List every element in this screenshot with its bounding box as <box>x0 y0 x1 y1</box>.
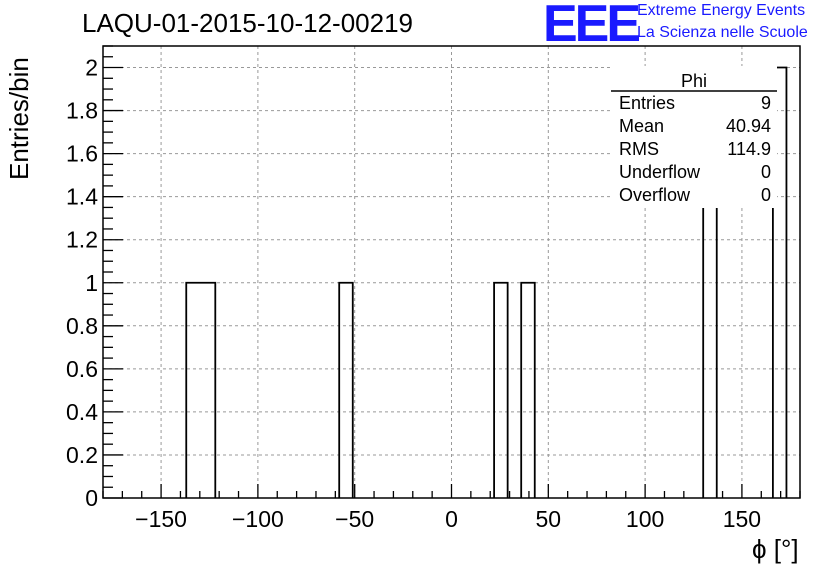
stats-value: 0 <box>760 162 771 182</box>
y-tick-label: 0.8 <box>66 313 98 339</box>
stats-divider <box>611 90 777 92</box>
y-tick-label: 1.2 <box>66 227 98 253</box>
x-axis-label: ϕ [°] <box>752 534 799 564</box>
y-tick-label: 0.6 <box>66 356 98 382</box>
histogram-bin <box>185 281 217 498</box>
stats-label: Overflow <box>619 185 691 205</box>
histogram-bin <box>771 66 788 498</box>
y-tick-label: 1.4 <box>66 184 98 210</box>
x-tick-label: 150 <box>723 506 761 532</box>
x-tick-label: 50 <box>536 506 562 532</box>
histogram-bin <box>520 281 536 498</box>
logo-line-2: La Scienza nelle Scuole <box>637 24 808 41</box>
y-tick-label: 0 <box>85 485 98 511</box>
stats-label: Underflow <box>619 162 701 182</box>
x-tick-label: −50 <box>335 506 374 532</box>
stats-row-overflow: Overflow 0 <box>619 185 771 207</box>
stats-label: Mean <box>619 116 665 136</box>
histogram-bin <box>338 281 354 498</box>
y-tick-label: 0.4 <box>66 399 98 425</box>
stats-row-mean: Mean 40.94 <box>619 116 771 138</box>
logo-line-1: Extreme Energy Events <box>637 2 806 19</box>
stats-box: Phi Entries 9 Mean 40.94 RMS 114.9 Under… <box>610 66 777 208</box>
stats-title: Phi <box>680 71 707 91</box>
histogram-bin <box>493 281 509 498</box>
grid <box>103 46 800 499</box>
stats-row-underflow: Underflow 0 <box>619 162 771 184</box>
stats-label: RMS <box>619 139 659 159</box>
y-tick-label: 2 <box>85 55 98 81</box>
x-axis-ticks: −150 −100 −50 0 50 100 150 <box>102 484 801 532</box>
x-tick-label: 100 <box>626 506 664 532</box>
stats-value: 40.94 <box>725 116 771 136</box>
stats-row-entries: Entries 9 <box>619 93 771 115</box>
y-tick-label: 0.2 <box>66 442 98 468</box>
chart-title: LAQU-01-2015-10-12-00219 <box>82 8 413 38</box>
x-tick-label: −100 <box>232 506 284 532</box>
y-tick-label: 1.8 <box>66 98 98 124</box>
stats-value: 0 <box>760 185 771 205</box>
y-tick-label: 1 <box>85 270 98 296</box>
x-tick-label: −150 <box>135 506 187 532</box>
y-axis-ticks: 0 0.2 0.4 0.6 0.8 1 1.2 1.4 1.6 1.8 2 <box>66 45 123 511</box>
stats-label: Entries <box>619 93 676 113</box>
y-tick-label: 1.6 <box>66 141 98 167</box>
x-tick-label: 0 <box>445 506 458 532</box>
stats-value: 114.9 <box>727 139 771 159</box>
eee-logo: EEE <box>543 0 641 53</box>
y-axis-label: Entries/bin <box>4 57 34 180</box>
stats-row-rms: RMS 114.9 <box>619 139 771 161</box>
stats-value: 9 <box>760 93 771 113</box>
